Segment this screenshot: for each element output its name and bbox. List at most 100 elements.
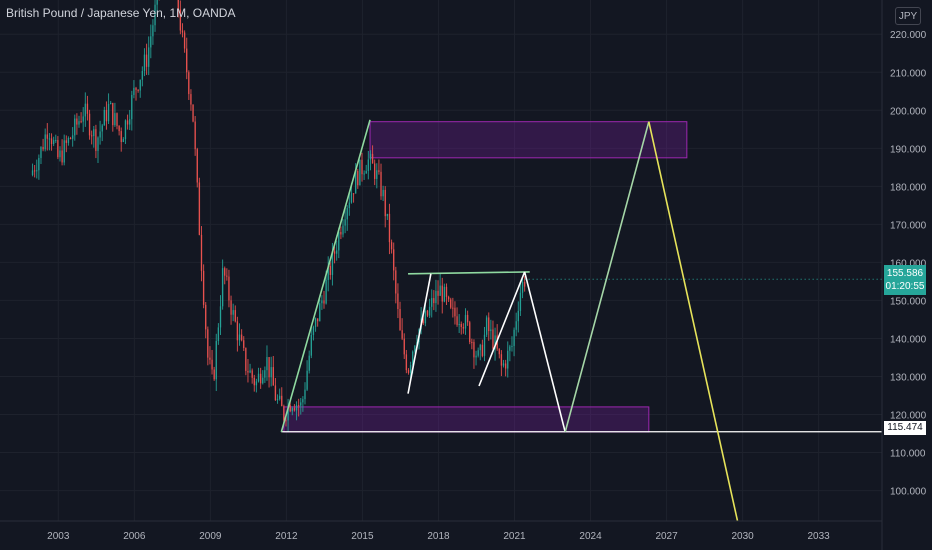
candle-body bbox=[479, 344, 481, 351]
candle-body bbox=[211, 359, 213, 370]
candle-body bbox=[371, 153, 374, 164]
candle-body bbox=[477, 350, 479, 356]
candle-body bbox=[259, 373, 262, 384]
candle-body bbox=[513, 329, 515, 346]
candle-body bbox=[507, 350, 509, 369]
zone-rect-1 bbox=[369, 121, 688, 159]
candle-body bbox=[393, 249, 395, 271]
candle-body bbox=[354, 171, 357, 194]
candle-body bbox=[202, 270, 205, 305]
candle-body bbox=[291, 408, 293, 412]
candle-body bbox=[186, 48, 188, 73]
x-tick-label: 2024 bbox=[579, 531, 602, 542]
candle-body bbox=[338, 231, 340, 251]
candle-body bbox=[82, 116, 84, 122]
y-tick-label: 110.000 bbox=[890, 449, 926, 460]
candle-body bbox=[376, 170, 378, 179]
x-tick-label: 2003 bbox=[47, 531, 70, 542]
candles bbox=[31, 0, 526, 432]
candle-body bbox=[177, 0, 179, 10]
candle-body bbox=[90, 135, 93, 137]
candle-body bbox=[118, 125, 120, 132]
candle-body bbox=[238, 334, 241, 341]
candle-body bbox=[380, 171, 382, 197]
candle-body bbox=[490, 329, 492, 332]
candle-body bbox=[55, 140, 57, 142]
candle-body bbox=[342, 225, 344, 235]
candle-body bbox=[243, 340, 245, 348]
horizontal-level-tag: 115.474 bbox=[884, 421, 926, 435]
candle-body bbox=[76, 118, 78, 125]
candle-body bbox=[473, 342, 475, 358]
candle-body bbox=[517, 310, 519, 322]
candle-body bbox=[481, 344, 484, 356]
candle-body bbox=[181, 30, 184, 33]
candle-body bbox=[78, 121, 80, 125]
candle-body bbox=[287, 405, 289, 421]
candle-body bbox=[323, 300, 325, 304]
y-tick-label: 100.000 bbox=[890, 487, 927, 498]
candle-body bbox=[460, 324, 462, 327]
candle-body bbox=[464, 314, 467, 329]
candle-body bbox=[247, 370, 249, 373]
candle-body bbox=[361, 159, 363, 175]
candle-body bbox=[494, 335, 496, 349]
candle-body bbox=[357, 171, 359, 186]
candle-body bbox=[135, 87, 137, 90]
candle-body bbox=[236, 321, 239, 341]
candle-body bbox=[431, 298, 433, 307]
candle-body bbox=[198, 182, 201, 235]
candle-body bbox=[300, 402, 302, 406]
candle-body bbox=[443, 286, 446, 302]
candle-body bbox=[297, 405, 300, 407]
candle-body bbox=[312, 326, 315, 335]
candle-body bbox=[450, 299, 452, 308]
candle-body bbox=[428, 306, 431, 316]
trend-line-6 bbox=[564, 121, 650, 433]
candle-body bbox=[213, 369, 215, 380]
candle-body bbox=[230, 300, 232, 315]
candle-body bbox=[179, 9, 182, 31]
y-tick-label: 210.000 bbox=[890, 68, 927, 79]
candle-body bbox=[390, 242, 393, 250]
candle-body bbox=[492, 329, 494, 349]
candle-body bbox=[466, 314, 469, 323]
candle-body bbox=[407, 370, 410, 373]
candle-body bbox=[219, 306, 222, 328]
candle-body bbox=[207, 329, 209, 358]
candle-body bbox=[316, 318, 319, 322]
candle-body bbox=[86, 103, 89, 114]
candle-body bbox=[469, 322, 471, 342]
candle-body bbox=[523, 282, 526, 287]
candle-body bbox=[304, 389, 306, 400]
y-tick-label: 130.000 bbox=[890, 372, 927, 383]
x-tick-label: 2033 bbox=[808, 531, 831, 542]
candle-body bbox=[306, 370, 308, 390]
candle-body bbox=[40, 147, 42, 158]
trend-line-5 bbox=[523, 271, 566, 433]
candle-body bbox=[103, 109, 106, 126]
y-tick-label: 190.000 bbox=[890, 144, 927, 155]
candle-body bbox=[69, 137, 72, 139]
candle-body bbox=[302, 399, 304, 403]
currency-button[interactable]: JPY bbox=[895, 7, 921, 25]
candle-body bbox=[257, 373, 260, 382]
candle-body bbox=[107, 103, 110, 122]
candle-body bbox=[183, 32, 186, 49]
candle-body bbox=[109, 102, 112, 104]
candle-body bbox=[327, 266, 329, 281]
trend-line-3 bbox=[407, 273, 432, 394]
y-tick-label: 120.000 bbox=[890, 411, 927, 422]
candle-body bbox=[97, 137, 99, 151]
candle-body bbox=[101, 125, 103, 132]
x-tick-label: 2030 bbox=[731, 531, 754, 542]
candle-body bbox=[289, 405, 291, 412]
candle-body bbox=[42, 147, 44, 150]
candle-body bbox=[114, 113, 116, 126]
candle-body bbox=[84, 103, 87, 117]
candle-body bbox=[331, 251, 334, 275]
candle-body bbox=[57, 140, 59, 158]
candle-body bbox=[255, 381, 258, 386]
candle-body bbox=[335, 250, 338, 254]
